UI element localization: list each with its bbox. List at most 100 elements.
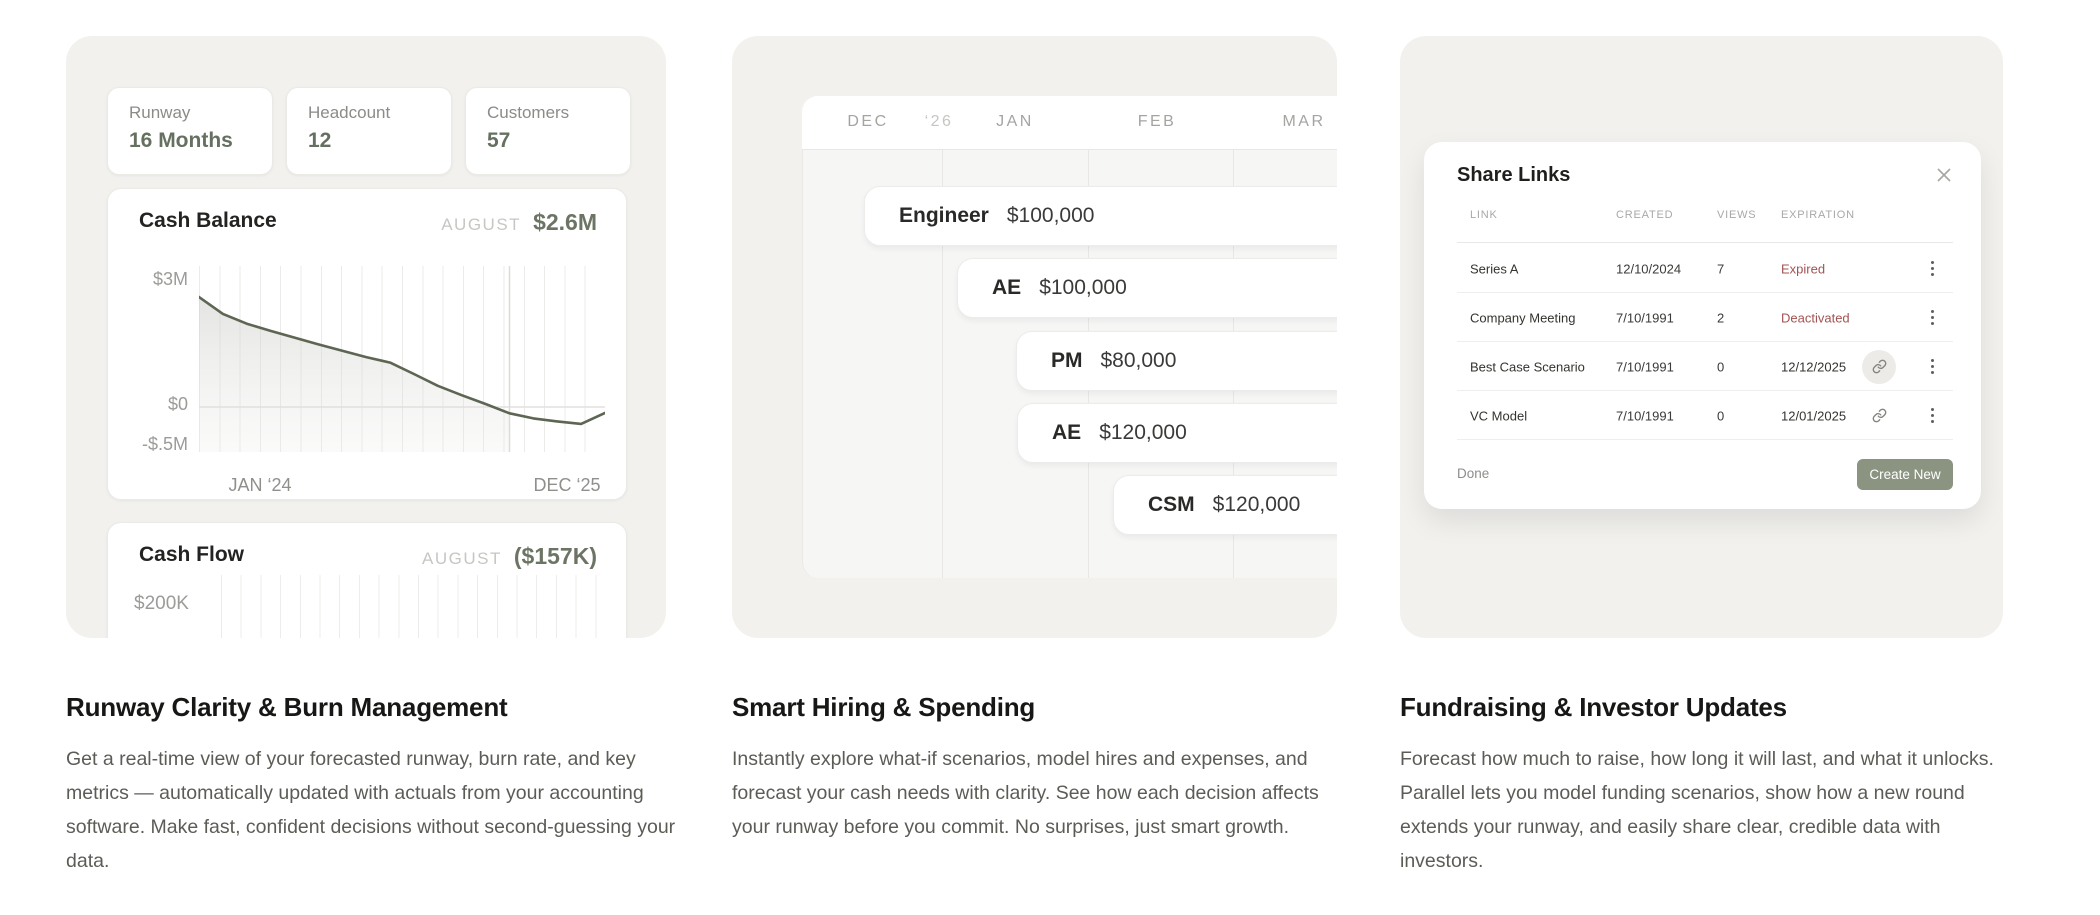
stat-runway: Runway 16 Months (107, 87, 273, 175)
expiration-status: Expired (1781, 261, 1826, 276)
hire-salary: $100,000 (1006, 204, 1095, 227)
hire-pill-ae[interactable]: AE $100,000 (957, 258, 1337, 318)
divider (1457, 341, 1953, 342)
stat-value: 12 (308, 129, 332, 152)
create-new-button[interactable]: Create New (1857, 459, 1953, 490)
section-body: Instantly explore what-if scenarios, mod… (732, 748, 1319, 838)
hiring-timeline: DEC ‘26 JAN FEB MAR Engineer $100,000 AE… (802, 96, 1337, 578)
link-name: VC Model (1470, 408, 1528, 423)
table-row: Series A 12/10/2024 7 Expired (1424, 244, 1981, 293)
month-label: MAR (1282, 113, 1326, 130)
hire-pill-pm[interactable]: PM $80,000 (1016, 331, 1337, 391)
divider (1457, 390, 1953, 391)
hire-role: Engineer (899, 204, 989, 227)
divider (1457, 292, 1953, 293)
table-row: VC Model 7/10/1991 0 12/01/2025 (1424, 391, 1981, 440)
hire-pill-engineer[interactable]: Engineer $100,000 (864, 186, 1337, 246)
link-name: Company Meeting (1470, 310, 1576, 325)
stat-value: 57 (487, 129, 511, 152)
grid-line (942, 150, 943, 578)
x-tick: DEC ‘25 (533, 475, 601, 495)
cash-balance-badge: AUGUST $2.6M (441, 209, 597, 236)
cash-flow-grid (221, 575, 601, 638)
month-label: DEC (847, 113, 889, 130)
hire-salary: $120,000 (1099, 421, 1187, 444)
table-row: Best Case Scenario 7/10/1991 0 12/12/202… (1424, 342, 1981, 391)
stat-customers: Customers 57 (465, 87, 631, 175)
stat-label: Headcount (308, 103, 391, 122)
section-body: Forecast how much to raise, how long it … (1400, 748, 1994, 872)
stats-row: Runway 16 Months Headcount 12 Customers … (107, 87, 631, 175)
views-count: 0 (1717, 408, 1725, 423)
hire-role: CSM (1148, 493, 1195, 516)
kebab-menu-icon[interactable] (1922, 404, 1942, 428)
hire-role: AE (1052, 421, 1082, 444)
year-label: ‘26 (924, 113, 954, 130)
section-body: Get a real-time view of your forecasted … (66, 748, 676, 872)
badge-value: ($157K) (513, 543, 597, 569)
section-title: Fundraising & Investor Updates (1400, 692, 1787, 722)
stat-label: Customers (487, 103, 570, 122)
stat-label: Runway (129, 103, 191, 122)
y-tick: $3M (152, 269, 188, 289)
hire-role: PM (1051, 349, 1083, 372)
copy-link-icon[interactable] (1862, 399, 1896, 433)
feature-section-fundraising: Fundraising & Investor Updates Forecast … (1400, 692, 2015, 878)
section-title: Smart Hiring & Spending (732, 692, 1036, 722)
hire-salary: $100,000 (1039, 276, 1127, 299)
hire-pill-csm[interactable]: CSM $120,000 (1113, 475, 1337, 535)
kebab-menu-icon[interactable] (1922, 257, 1942, 281)
hire-role: AE (992, 276, 1022, 299)
expiration-date: 12/12/2025 (1781, 359, 1847, 374)
section-title: Runway Clarity & Burn Management (66, 692, 508, 722)
card-runway-preview: Runway 16 Months Headcount 12 Customers … (66, 36, 666, 638)
y-tick: $200K (134, 593, 189, 614)
cash-balance-plot (199, 266, 605, 452)
badge-value: $2.6M (533, 209, 597, 235)
divider (1457, 242, 1953, 243)
cash-balance-title: Cash Balance (139, 209, 277, 232)
divider (1457, 439, 1953, 440)
x-tick: JAN ‘24 (228, 475, 292, 495)
table-row: Company Meeting 7/10/1991 2 Deactivated (1424, 293, 1981, 342)
expiration-date: 12/01/2025 (1781, 408, 1847, 423)
column-header-created: CREATED (1616, 209, 1674, 221)
column-header-views: VIEWS (1717, 209, 1757, 221)
created-date: 12/10/2024 (1616, 261, 1682, 276)
hire-salary: $120,000 (1212, 493, 1301, 516)
timeline-header: DEC ‘26 JAN FEB MAR (802, 96, 1337, 150)
column-header-expiration: EXPIRATION (1781, 209, 1855, 221)
cash-flow-badge: AUGUST ($157K) (422, 543, 597, 570)
kebab-menu-icon[interactable] (1922, 306, 1942, 330)
column-header-link: LINK (1470, 209, 1498, 221)
views-count: 0 (1717, 359, 1725, 374)
stat-value: 16 Months (129, 129, 233, 152)
copy-link-icon[interactable] (1862, 349, 1896, 384)
link-name: Series A (1470, 261, 1519, 276)
kebab-menu-icon[interactable] (1922, 355, 1942, 379)
close-icon[interactable] (1931, 162, 1957, 188)
month-label: FEB (1137, 113, 1177, 130)
cash-flow-title: Cash Flow (139, 543, 245, 566)
badge-month-label: AUGUST (422, 549, 502, 568)
link-name: Best Case Scenario (1470, 359, 1585, 374)
done-button[interactable]: Done (1457, 466, 1490, 481)
y-tick: -$.5M (141, 434, 188, 454)
cash-balance-panel: Cash Balance AUGUST $2.6M $3M $0 -$.5M J… (107, 188, 627, 500)
created-date: 7/10/1991 (1616, 359, 1674, 374)
views-count: 7 (1717, 261, 1725, 276)
hire-pill-ae-2[interactable]: AE $120,000 (1017, 403, 1337, 463)
share-links-modal: Share Links LINK CREATED VIEWS EXPIRATIO… (1424, 142, 1981, 509)
y-tick: $0 (167, 394, 188, 414)
stat-headcount: Headcount 12 (286, 87, 452, 175)
badge-month-label: AUGUST (441, 215, 522, 234)
created-date: 7/10/1991 (1616, 310, 1674, 325)
expiration-status: Deactivated (1781, 310, 1850, 325)
cash-balance-line-chart (199, 266, 605, 452)
card-hiring-preview: DEC ‘26 JAN FEB MAR Engineer $100,000 AE… (732, 36, 1337, 638)
card-fundraising-preview: Share Links LINK CREATED VIEWS EXPIRATIO… (1400, 36, 2003, 638)
month-label: JAN (996, 113, 1034, 130)
cash-flow-panel: Cash Flow AUGUST ($157K) $200K (107, 522, 627, 638)
feature-section-runway: Runway Clarity & Burn Management Get a r… (66, 692, 684, 878)
